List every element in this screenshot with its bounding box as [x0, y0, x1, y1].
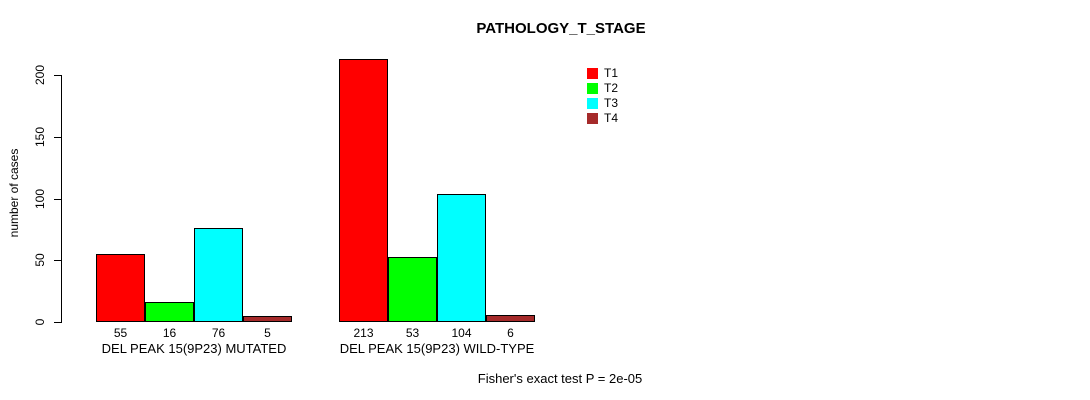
legend: T1 T2 T3 T4	[587, 66, 618, 126]
legend-swatch	[587, 98, 598, 109]
bar-t2-group1	[145, 302, 194, 322]
bar-value-label: 104	[451, 326, 472, 340]
legend-swatch	[587, 68, 598, 79]
bar-value-label: 16	[162, 326, 177, 340]
bar-value-label: 76	[211, 326, 226, 340]
legend-label: T3	[604, 96, 619, 110]
bar-value-label: 5	[264, 326, 271, 340]
legend-swatch	[587, 113, 598, 124]
legend-item-t4: T4	[587, 111, 618, 126]
legend-swatch	[587, 83, 598, 94]
y-axis-label: number of cases	[7, 148, 21, 238]
y-tick	[54, 198, 62, 200]
legend-label: T2	[604, 81, 619, 95]
group-label: DEL PEAK 15(9P23) MUTATED	[101, 341, 287, 356]
bar-value-label: 55	[113, 326, 128, 340]
legend-item-t3: T3	[587, 96, 618, 111]
y-tick-label: 200	[33, 64, 47, 86]
group-label: DEL PEAK 15(9P23) WILD-TYPE	[339, 341, 535, 356]
bar-value-label: 53	[405, 326, 420, 340]
bar-t3-group2	[437, 194, 486, 322]
y-tick-label: 0	[33, 318, 47, 326]
legend-label: T4	[604, 111, 619, 125]
chart-title: PATHOLOGY_T_STAGE	[476, 20, 646, 37]
bar-t3-group1	[194, 228, 243, 322]
y-tick	[54, 260, 62, 262]
y-tick	[54, 322, 62, 323]
y-tick	[54, 75, 62, 76]
legend-item-t2: T2	[587, 81, 618, 96]
y-tick	[54, 136, 62, 138]
bar-t1-group2	[339, 59, 388, 322]
y-tick-label: 50	[33, 253, 47, 267]
footer-annotation: Fisher's exact test P = 2e-05	[477, 371, 643, 386]
bar-t1-group1	[96, 254, 145, 322]
bar-t4-group2	[486, 315, 535, 322]
bar-value-label: 6	[507, 326, 514, 340]
y-tick-label: 150	[33, 126, 47, 147]
y-tick-label: 100	[33, 188, 47, 209]
bar-value-label: 213	[353, 326, 374, 340]
bar-t2-group2	[388, 257, 437, 322]
bar-t4-group1	[243, 316, 292, 322]
legend-item-t1: T1	[587, 66, 618, 81]
legend-label: T1	[604, 66, 619, 80]
